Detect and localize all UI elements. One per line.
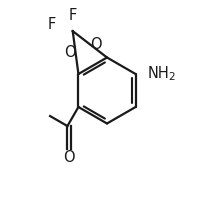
Text: NH: NH <box>148 67 169 81</box>
Text: O: O <box>63 150 75 164</box>
Text: O: O <box>64 45 76 60</box>
Text: F: F <box>69 8 77 23</box>
Text: 2: 2 <box>169 72 175 82</box>
Text: O: O <box>90 37 101 52</box>
Text: F: F <box>48 17 56 32</box>
